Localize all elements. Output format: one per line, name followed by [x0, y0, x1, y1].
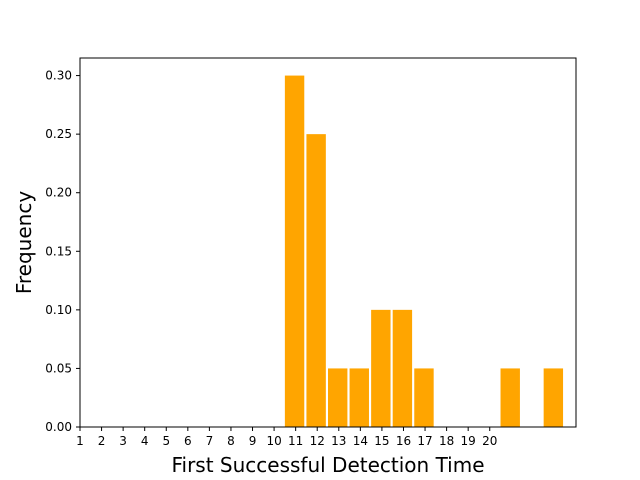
bar-11 — [284, 75, 305, 428]
x-tick-label: 6 — [184, 434, 192, 448]
x-tick-label: 20 — [482, 434, 497, 448]
x-axis-ticks: 1 2 3 4 5 6 7 8 9 10 11 12 13 14 15 16 17 18 19 20 — [76, 427, 497, 448]
x-tick-label: 8 — [227, 434, 235, 448]
bars-group — [284, 75, 564, 428]
bar-12 — [306, 134, 326, 427]
x-tick-label: 2 — [98, 434, 106, 448]
bar-17 — [414, 368, 434, 427]
x-tick-label: 13 — [331, 434, 346, 448]
y-axis-label: Frequency — [12, 191, 36, 294]
plot-frame — [79, 57, 577, 428]
x-tick-label: 5 — [162, 434, 170, 448]
y-tick-label: 0.10 — [45, 303, 72, 317]
y-tick-label: 0.00 — [45, 420, 72, 434]
x-tick-label: 11 — [288, 434, 303, 448]
x-tick-label: 7 — [206, 434, 214, 448]
x-tick-label: 15 — [374, 434, 389, 448]
y-tick-label: 0.05 — [45, 361, 72, 375]
x-axis-label: First Successful Detection Time — [171, 453, 484, 477]
bar-21 — [500, 368, 520, 427]
x-tick-label: 1 — [76, 434, 84, 448]
y-tick-label: 0.20 — [45, 186, 72, 200]
x-tick-label: 16 — [396, 434, 411, 448]
bar-14 — [349, 368, 369, 427]
y-tick-label: 0.25 — [45, 127, 72, 141]
x-tick-label: 9 — [249, 434, 257, 448]
bar-13 — [328, 368, 348, 427]
x-tick-label: 10 — [266, 434, 281, 448]
bar-16 — [392, 309, 413, 427]
bar-23 — [543, 368, 564, 427]
x-tick-label: 19 — [461, 434, 476, 448]
x-tick-label: 4 — [141, 434, 149, 448]
x-tick-label: 12 — [310, 434, 325, 448]
y-tick-label: 0.15 — [45, 244, 72, 258]
y-axis-ticks: 0.00 0.05 0.10 0.15 0.20 0.25 0.30 — [45, 69, 80, 434]
bar-15 — [371, 309, 391, 427]
x-tick-label: 17 — [417, 434, 432, 448]
x-tick-label: 18 — [439, 434, 454, 448]
y-tick-label: 0.30 — [45, 69, 72, 83]
x-tick-label: 3 — [119, 434, 127, 448]
x-tick-label: 14 — [353, 434, 368, 448]
